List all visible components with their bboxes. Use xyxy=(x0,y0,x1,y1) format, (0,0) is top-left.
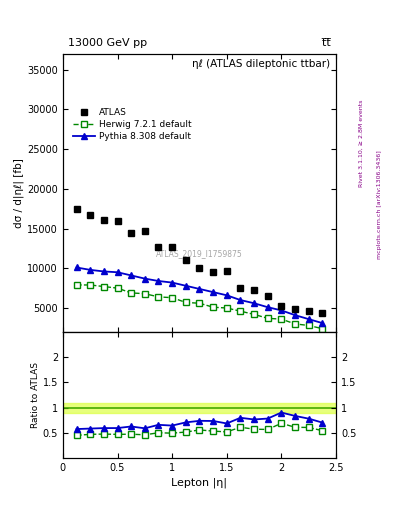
Text: Rivet 3.1.10, ≥ 2.8M events: Rivet 3.1.10, ≥ 2.8M events xyxy=(359,100,364,187)
Herwig 7.2.1 default xyxy=(320,326,325,332)
Pythia 8.308 default xyxy=(143,275,147,282)
Herwig 7.2.1 default xyxy=(211,304,215,310)
Herwig 7.2.1 default xyxy=(238,308,243,314)
Pythia 8.308 default xyxy=(293,312,298,318)
Text: ηℓ (ATLAS dileptonic ttbar): ηℓ (ATLAS dileptonic ttbar) xyxy=(193,59,331,69)
ATLAS xyxy=(74,206,79,212)
Y-axis label: dσ / d|ηℓ| [fb]: dσ / d|ηℓ| [fb] xyxy=(14,158,24,228)
Pythia 8.308 default xyxy=(265,304,270,310)
Herwig 7.2.1 default xyxy=(170,294,174,301)
Pythia 8.308 default xyxy=(211,289,215,295)
Pythia 8.308 default xyxy=(224,292,229,298)
ATLAS xyxy=(224,268,229,274)
Herwig 7.2.1 default xyxy=(74,282,79,288)
Herwig 7.2.1 default xyxy=(184,300,188,306)
Herwig 7.2.1 default xyxy=(252,311,257,317)
Pythia 8.308 default xyxy=(156,278,161,284)
Pythia 8.308 default xyxy=(252,300,257,306)
Pythia 8.308 default xyxy=(101,268,106,274)
Herwig 7.2.1 default xyxy=(143,291,147,297)
Pythia 8.308 default xyxy=(129,272,134,279)
Y-axis label: Ratio to ATLAS: Ratio to ATLAS xyxy=(31,362,40,428)
Line: ATLAS: ATLAS xyxy=(73,205,325,316)
ATLAS xyxy=(320,310,325,316)
ATLAS xyxy=(170,244,174,250)
Text: ATLAS_2019_I1759875: ATLAS_2019_I1759875 xyxy=(156,249,243,259)
Legend: ATLAS, Herwig 7.2.1 default, Pythia 8.308 default: ATLAS, Herwig 7.2.1 default, Pythia 8.30… xyxy=(73,109,192,141)
Herwig 7.2.1 default xyxy=(88,282,93,288)
ATLAS xyxy=(293,306,298,312)
ATLAS xyxy=(252,287,257,293)
Herwig 7.2.1 default xyxy=(224,305,229,311)
Line: Pythia 8.308 default: Pythia 8.308 default xyxy=(73,264,325,326)
ATLAS xyxy=(129,229,134,236)
Herwig 7.2.1 default xyxy=(279,316,284,322)
X-axis label: Lepton |η|: Lepton |η| xyxy=(171,477,228,488)
Pythia 8.308 default xyxy=(320,320,325,326)
Herwig 7.2.1 default xyxy=(156,294,161,300)
ATLAS xyxy=(265,293,270,299)
Pythia 8.308 default xyxy=(74,264,79,270)
ATLAS xyxy=(143,228,147,234)
Pythia 8.308 default xyxy=(197,286,202,292)
Herwig 7.2.1 default xyxy=(265,315,270,322)
Herwig 7.2.1 default xyxy=(129,290,134,296)
ATLAS xyxy=(211,269,215,275)
Text: 13000 GeV pp: 13000 GeV pp xyxy=(68,38,147,48)
ATLAS xyxy=(238,285,243,291)
ATLAS xyxy=(156,244,161,250)
ATLAS xyxy=(115,218,120,224)
ATLAS xyxy=(279,303,284,309)
Pythia 8.308 default xyxy=(88,267,93,273)
ATLAS xyxy=(307,308,311,314)
Herwig 7.2.1 default xyxy=(307,323,311,329)
ATLAS xyxy=(88,212,93,218)
Herwig 7.2.1 default xyxy=(115,285,120,291)
Pythia 8.308 default xyxy=(184,283,188,289)
Pythia 8.308 default xyxy=(307,316,311,322)
ATLAS xyxy=(184,257,188,263)
Herwig 7.2.1 default xyxy=(197,300,202,306)
ATLAS xyxy=(101,217,106,223)
Herwig 7.2.1 default xyxy=(101,284,106,290)
Pythia 8.308 default xyxy=(115,269,120,275)
Text: t̅t̅: t̅t̅ xyxy=(322,38,331,48)
ATLAS xyxy=(197,265,202,271)
Herwig 7.2.1 default xyxy=(293,321,298,327)
Pythia 8.308 default xyxy=(279,307,284,313)
Pythia 8.308 default xyxy=(170,280,174,286)
Line: Herwig 7.2.1 default: Herwig 7.2.1 default xyxy=(73,282,325,332)
Pythia 8.308 default xyxy=(238,297,243,303)
Bar xyxy=(63,402,336,413)
Text: mcplots.cern.ch [arXiv:1306.3436]: mcplots.cern.ch [arXiv:1306.3436] xyxy=(377,151,382,259)
